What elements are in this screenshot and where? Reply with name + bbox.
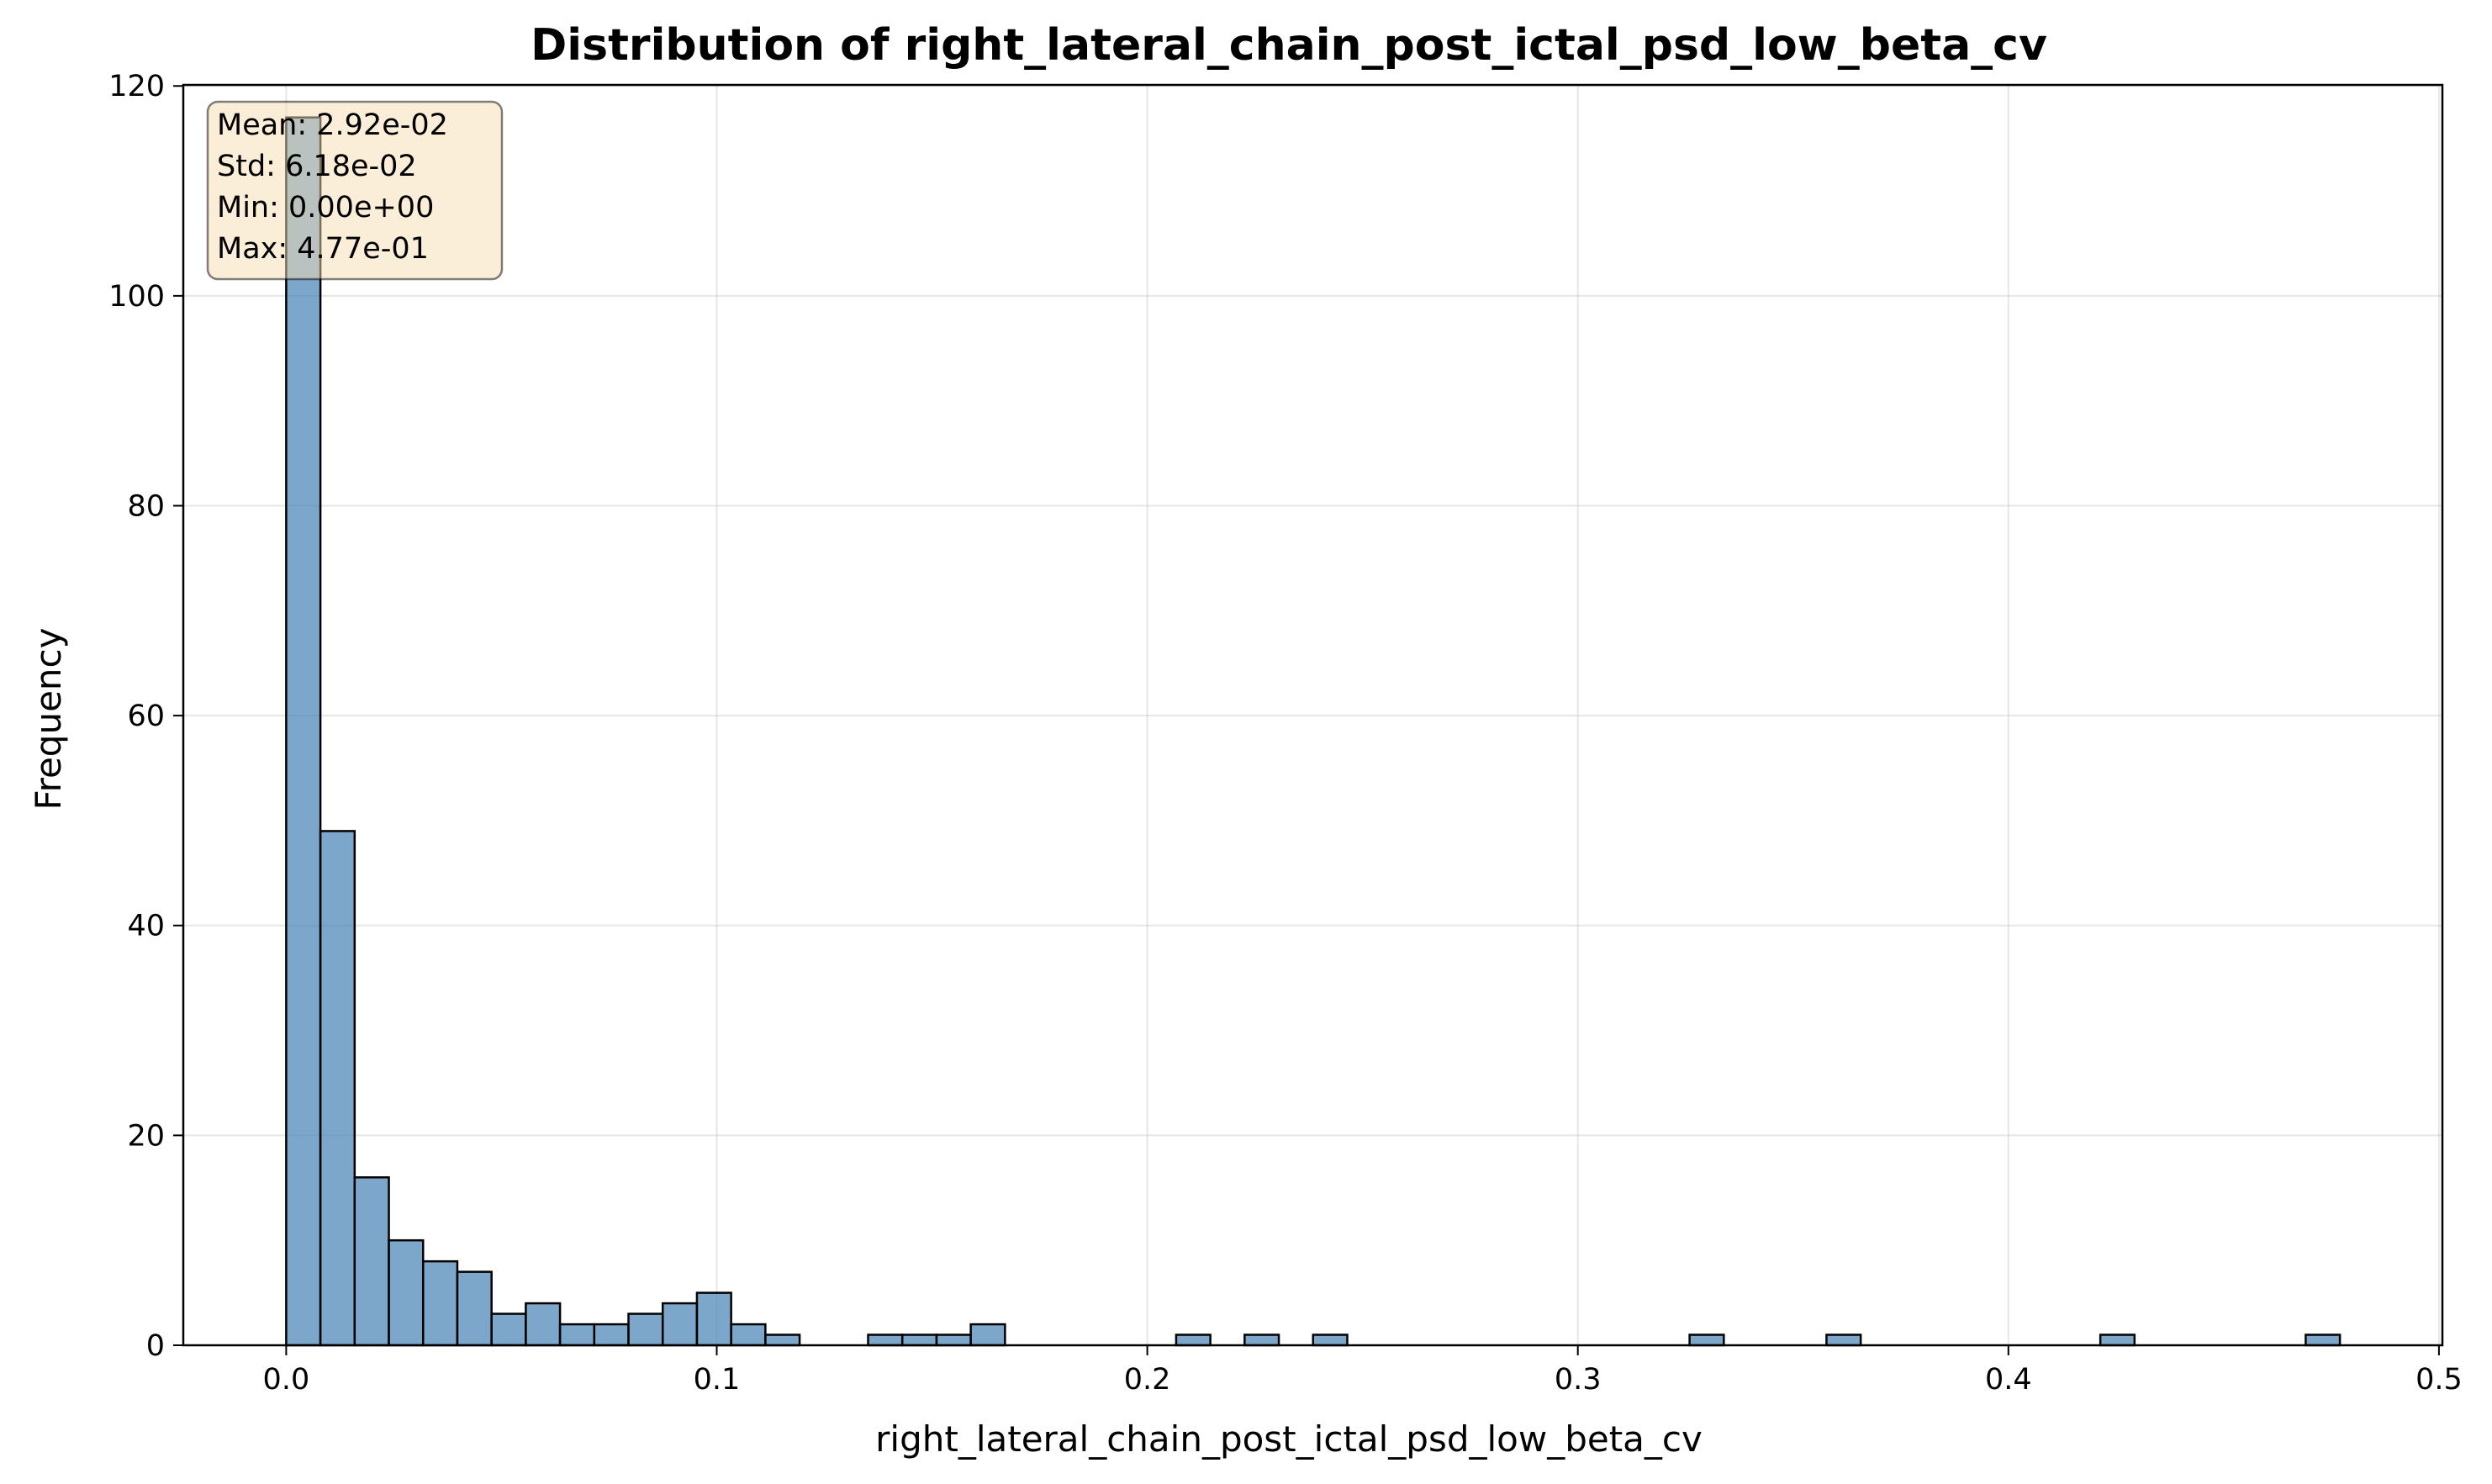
histogram-bar: [353, 1176, 390, 1347]
y-tick-label: 40: [127, 910, 165, 943]
stats-mean: Mean: 2.92e-02: [217, 108, 448, 142]
x-axis-ticks: 0.0 0.1 0.2 0.3 0.4 0.5: [263, 1345, 2463, 1397]
histogram-bar: [593, 1323, 630, 1347]
stats-box: [206, 100, 504, 281]
histogram-bar: [695, 1291, 732, 1347]
x-tick-label: 0.1: [694, 1363, 741, 1397]
histogram-bar: [388, 1238, 425, 1347]
stats-max: Max: 4.77e-01: [217, 232, 429, 266]
histogram-bar: [421, 1260, 459, 1347]
x-axis-label: right_lateral_chain_post_ictal_psd_low_b…: [875, 1418, 1703, 1460]
histogram-bar: [1688, 1333, 1725, 1347]
x-tick-label: 0.2: [1124, 1363, 1171, 1397]
histogram-bar: [558, 1323, 596, 1347]
x-tick-label: 0.4: [1985, 1363, 2032, 1397]
histogram-bar: [730, 1323, 767, 1347]
histogram-bar: [1825, 1333, 1862, 1347]
y-tick-label: 20: [127, 1119, 165, 1153]
histogram-bar: [1175, 1333, 1212, 1347]
chart-title: Distribution of right_lateral_chain_post…: [531, 20, 2047, 71]
histogram-bar: [285, 116, 322, 1347]
histogram-bar: [1243, 1333, 1280, 1347]
histogram-bar: [2305, 1333, 2342, 1347]
histogram-bar: [935, 1333, 972, 1347]
y-axis-ticks: 0 20 40 60 80 100 120: [108, 70, 183, 1363]
histogram-bar: [525, 1302, 562, 1347]
y-tick-label: 60: [127, 700, 165, 733]
histogram-bar: [764, 1333, 801, 1347]
y-tick-label: 100: [108, 280, 165, 314]
y-tick-label: 0: [146, 1329, 165, 1363]
stats-annotation: Mean: 2.92e-02 Std: 6.18e-02 Min: 0.00e+…: [206, 100, 504, 281]
y-tick-label: 80: [127, 489, 165, 523]
histogram-bar: [661, 1302, 699, 1347]
stats-min: Min: 0.00e+00: [217, 191, 434, 224]
y-axis-label: Frequency: [28, 628, 69, 811]
y-tick-label: 120: [108, 70, 165, 103]
grid-lines: [183, 85, 2442, 1346]
histogram-bar: [490, 1312, 527, 1347]
stats-std: Std: 6.18e-02: [217, 150, 417, 183]
histogram-bar: [2099, 1333, 2136, 1347]
x-tick-label: 0.5: [2415, 1363, 2463, 1397]
histogram-bar: [627, 1312, 664, 1347]
histogram-bar: [456, 1270, 493, 1347]
histogram-bar: [867, 1333, 904, 1347]
x-tick-label: 0.3: [1555, 1363, 1602, 1397]
histogram-bar: [319, 830, 356, 1347]
histogram-bar: [1312, 1333, 1349, 1347]
histogram-bars: [285, 116, 2342, 1347]
histogram-bar: [969, 1323, 1006, 1347]
histogram-bar: [900, 1333, 938, 1347]
x-tick-label: 0.0: [263, 1363, 310, 1397]
